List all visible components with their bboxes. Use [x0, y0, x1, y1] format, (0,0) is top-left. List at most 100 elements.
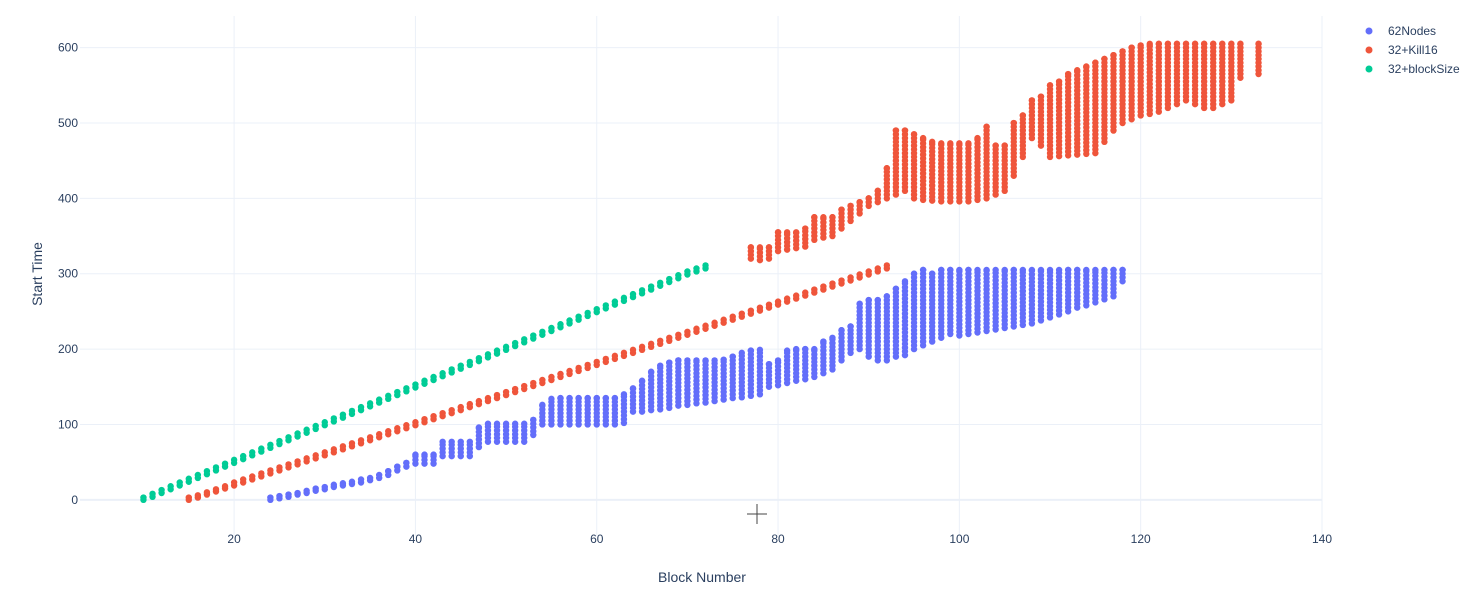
data-point	[620, 391, 628, 398]
data-point	[258, 445, 265, 452]
data-point	[230, 479, 238, 486]
data-point	[230, 456, 238, 464]
data-point	[1101, 266, 1108, 274]
data-point	[965, 266, 972, 274]
data-point	[439, 370, 446, 377]
legend[interactable]: 62Nodes 32+Kill16 32+blockSize	[1365, 24, 1461, 76]
data-point	[339, 480, 347, 487]
data-point	[883, 165, 891, 172]
data-point	[702, 357, 709, 364]
data-point	[412, 451, 419, 458]
data-point	[1037, 266, 1045, 274]
data-point	[557, 370, 564, 378]
legend-label: 32+blockSize	[1388, 62, 1460, 76]
data-point	[1164, 40, 1172, 48]
data-point	[711, 357, 718, 364]
data-point	[811, 286, 818, 293]
data-point	[593, 358, 600, 366]
data-point	[1155, 40, 1163, 48]
data-point	[584, 394, 591, 402]
data-point	[348, 478, 356, 485]
data-point	[1055, 78, 1063, 85]
legend-item[interactable]: 62Nodes	[1365, 24, 1437, 38]
data-point	[802, 225, 809, 232]
data-point	[856, 198, 863, 206]
data-point	[575, 364, 582, 372]
data-point	[339, 443, 347, 450]
data-point	[611, 298, 619, 305]
data-point	[203, 489, 211, 496]
data-point	[285, 434, 292, 441]
x-axis-title: Block Number	[658, 569, 746, 585]
data-point	[874, 296, 881, 304]
data-point	[729, 313, 736, 320]
data-point	[394, 463, 401, 470]
data-point	[756, 244, 764, 251]
legend-item[interactable]: 32+Kill16	[1365, 43, 1439, 57]
data-point	[276, 437, 283, 445]
data-point	[947, 266, 954, 274]
data-point	[847, 274, 854, 281]
data-point	[629, 385, 637, 392]
data-point	[221, 483, 229, 490]
data-point	[874, 265, 881, 272]
data-point	[602, 394, 610, 402]
data-point	[403, 459, 410, 467]
data-point	[611, 352, 619, 360]
data-point	[720, 356, 727, 363]
data-point	[511, 385, 519, 393]
data-point	[947, 140, 954, 147]
data-point	[747, 244, 755, 251]
data-point	[1083, 266, 1090, 274]
data-point	[511, 339, 519, 347]
data-point	[738, 310, 745, 317]
data-point	[566, 317, 573, 324]
data-point	[339, 411, 347, 418]
data-point	[638, 377, 646, 384]
data-point	[838, 277, 845, 284]
data-point	[421, 415, 428, 423]
data-point	[847, 323, 854, 330]
x-tick-label: 60	[590, 532, 604, 546]
data-point	[530, 379, 537, 387]
data-point	[1146, 40, 1153, 48]
data-point	[992, 142, 999, 149]
legend-item[interactable]: 32+blockSize	[1365, 62, 1461, 76]
data-point	[412, 419, 419, 426]
data-point	[820, 214, 827, 221]
data-point	[1237, 40, 1244, 48]
data-point	[1092, 59, 1099, 66]
data-point	[774, 298, 782, 305]
grid-lines	[80, 16, 1323, 536]
data-point	[203, 467, 211, 475]
data-point	[1182, 40, 1190, 48]
data-point	[865, 195, 872, 202]
data-point	[829, 280, 836, 287]
data-point	[1210, 40, 1217, 48]
data-point	[829, 214, 836, 221]
data-point	[239, 452, 247, 460]
data-point	[783, 295, 791, 302]
data-point	[820, 283, 827, 290]
data-point	[1074, 266, 1081, 274]
data-point	[493, 391, 501, 399]
data-point	[366, 434, 374, 441]
data-point	[330, 415, 338, 422]
series-32+Kill16	[185, 40, 1262, 504]
data-point	[530, 416, 537, 424]
data-point	[593, 305, 600, 313]
data-point	[611, 394, 619, 402]
legend-label: 32+Kill16	[1388, 43, 1438, 57]
data-points	[140, 40, 1262, 504]
data-point	[457, 438, 464, 445]
x-tick-label: 140	[1312, 532, 1332, 546]
data-point	[1037, 93, 1045, 100]
data-point	[394, 388, 401, 396]
data-point	[357, 437, 365, 444]
data-point	[385, 467, 392, 475]
data-point	[149, 490, 156, 497]
data-point	[792, 345, 800, 353]
data-point	[693, 265, 700, 272]
data-point	[1128, 44, 1135, 51]
